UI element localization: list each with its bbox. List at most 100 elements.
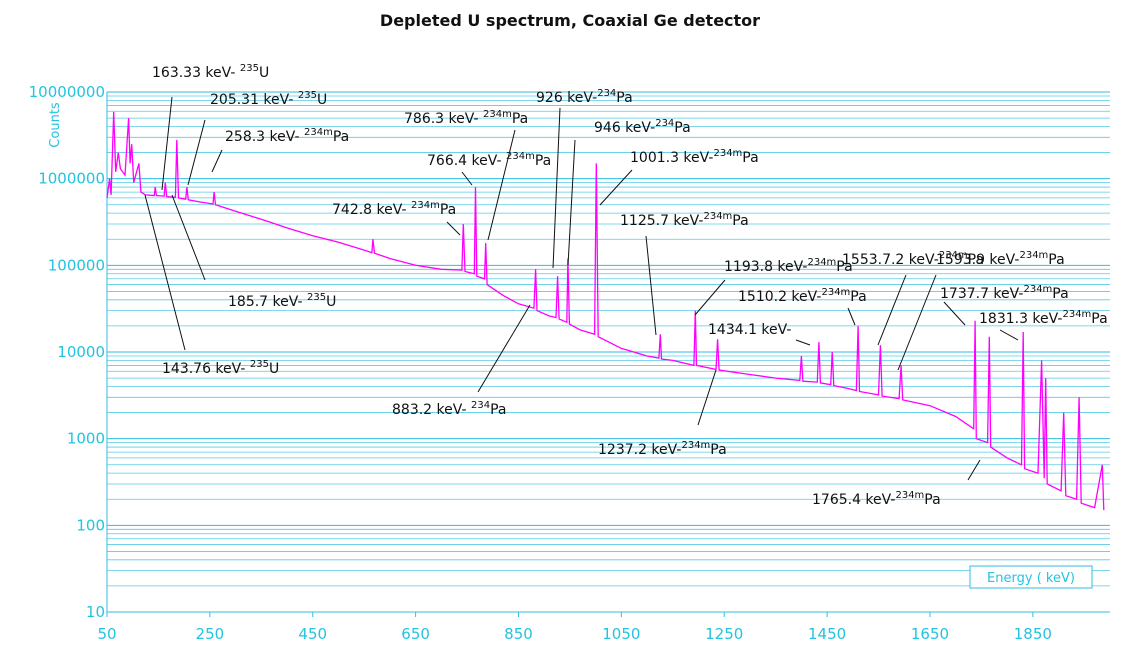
annotation-energy: 766.4 keV- [427, 153, 506, 169]
annotation-pointer [999, 329, 1019, 341]
annotation: 1001.3 keV-234mPa [630, 148, 759, 166]
annotation-element: Pa [616, 90, 632, 106]
annotation-mass: 234m [681, 440, 710, 451]
annotation-element: Pa [1091, 311, 1107, 327]
annotation-energy: 1510.2 keV- [738, 289, 821, 305]
annotation-element: Pa [924, 492, 940, 508]
annotation: 1193.8 keV-234mPa [724, 257, 853, 275]
annotation-mass: 234m [807, 257, 836, 268]
annotation-element: U [259, 65, 269, 81]
annotation: 1831.3 keV-234mPa [979, 309, 1108, 327]
x-tick-label: 1050 [602, 625, 640, 643]
annotation: 883.2 keV- 234Pa [392, 400, 507, 418]
annotation: 1553.7.2 keV-234mPa [842, 250, 984, 268]
y-tick-label: 10 [86, 603, 105, 621]
annotation: 163.33 keV- 235U [152, 63, 269, 81]
annotation-energy: 786.3 keV- [404, 111, 483, 127]
annotation-element: Pa [333, 129, 349, 145]
annotation-energy: 883.2 keV- [392, 402, 471, 418]
annotation-pointer [477, 304, 531, 393]
annotation-pointer [161, 96, 173, 191]
annotation-energy: 1125.7 keV- [620, 213, 703, 229]
annotation-mass: 234m [1023, 284, 1052, 295]
annotation-pointer [461, 171, 473, 186]
annotation-pointer [211, 149, 223, 173]
annotation-element: U [269, 361, 279, 377]
annotation: 1510.2 keV-234mPa [738, 287, 867, 305]
annotation-pointer [171, 194, 206, 281]
annotation-mass: 235 [298, 90, 317, 101]
annotation: 1593.9 keV-234mPa [936, 250, 1065, 268]
annotation: 946 keV-234Pa [594, 118, 691, 136]
annotation-mass: 234 [597, 88, 616, 99]
y-tick-label: 10000000 [29, 83, 105, 101]
annotation-element: Pa [850, 289, 866, 305]
annotation-element: Pa [836, 259, 852, 275]
annotation-element: U [326, 294, 336, 310]
x-tick-label: 1450 [808, 625, 846, 643]
annotation-energy: 1553.7.2 keV- [842, 252, 939, 268]
y-tick-label: 10000 [57, 343, 105, 361]
annotation-energy: 1765.4 keV- [812, 492, 895, 508]
spectrum-line [106, 111, 1105, 511]
y-axis-label: Counts [48, 102, 63, 148]
x-label-box [969, 565, 1093, 589]
annotation: 1737.7 keV-234mPa [940, 284, 1069, 302]
annotation: 205.31 keV- 235U [210, 90, 327, 108]
annotation: 185.7 keV- 235U [228, 292, 336, 310]
annotation: 1765.4 keV-234mPa [812, 490, 941, 508]
annotation-pointer [645, 235, 657, 336]
annotation-pointer [187, 119, 206, 186]
annotation-energy: 1593.9 keV- [936, 252, 1019, 268]
annotation-energy: 258.3 keV- [225, 129, 304, 145]
y-tick-label: 100 [76, 516, 105, 534]
annotation-energy: 205.31 keV- [210, 92, 298, 108]
annotation-element: Pa [1052, 286, 1068, 302]
annotation-energy: 926 keV- [536, 90, 597, 106]
annotation-mass: 234m [939, 250, 968, 261]
annotation-energy: 143.76 keV- [162, 361, 250, 377]
annotation: 258.3 keV- 234mPa [225, 127, 349, 145]
annotation-energy: 185.7 keV- [228, 294, 307, 310]
x-tick-label: 250 [196, 625, 225, 643]
annotation: 786.3 keV- 234mPa [404, 109, 528, 127]
annotation-element: Pa [968, 252, 984, 268]
annotation: 926 keV-234Pa [536, 88, 633, 106]
annotation-pointer [144, 194, 186, 351]
annotation-element: Pa [674, 120, 690, 136]
annotation-energy: 1193.8 keV- [724, 259, 807, 275]
annotation-element: U [317, 92, 327, 108]
annotation-energy: 1831.3 keV- [979, 311, 1062, 327]
y-tick-label: 1000000 [38, 170, 105, 188]
annotation-mass: 234 [471, 400, 490, 411]
x-tick-label: 850 [504, 625, 533, 643]
annotation-pointer [446, 221, 461, 236]
x-tick-label: 1850 [1014, 625, 1052, 643]
annotation-pointer [847, 307, 856, 326]
annotation-pointer [897, 274, 937, 371]
annotation-mass: 234 [655, 118, 674, 129]
annotation-element: Pa [535, 153, 551, 169]
x-tick-label: 1250 [705, 625, 743, 643]
annotation-pointer [697, 369, 717, 426]
annotation: 1434.1 keV- [708, 322, 791, 338]
annotation-pointer [967, 459, 981, 481]
annotation-pointer [877, 274, 907, 346]
annotation: 1237.2 keV-234mPa [598, 440, 727, 458]
annotation-pointer [599, 169, 633, 206]
annotation-energy: 946 keV- [594, 120, 655, 136]
annotation-mass: 234m [713, 148, 742, 159]
annotation-element: Pa [1048, 252, 1064, 268]
annotation-element: Pa [490, 402, 506, 418]
annotation: 1125.7 keV-234mPa [620, 211, 749, 229]
x-tick-label: 50 [97, 625, 116, 643]
annotation-energy: 1434.1 keV- [708, 322, 791, 338]
annotation-element: Pa [440, 202, 456, 218]
annotation-mass: 235 [250, 359, 269, 370]
annotation-mass: 235 [307, 292, 326, 303]
annotation-energy: 1001.3 keV- [630, 150, 713, 166]
annotation-pointer [694, 279, 726, 316]
annotation-energy: 742.8 keV- [332, 202, 411, 218]
annotation-element: Pa [710, 442, 726, 458]
